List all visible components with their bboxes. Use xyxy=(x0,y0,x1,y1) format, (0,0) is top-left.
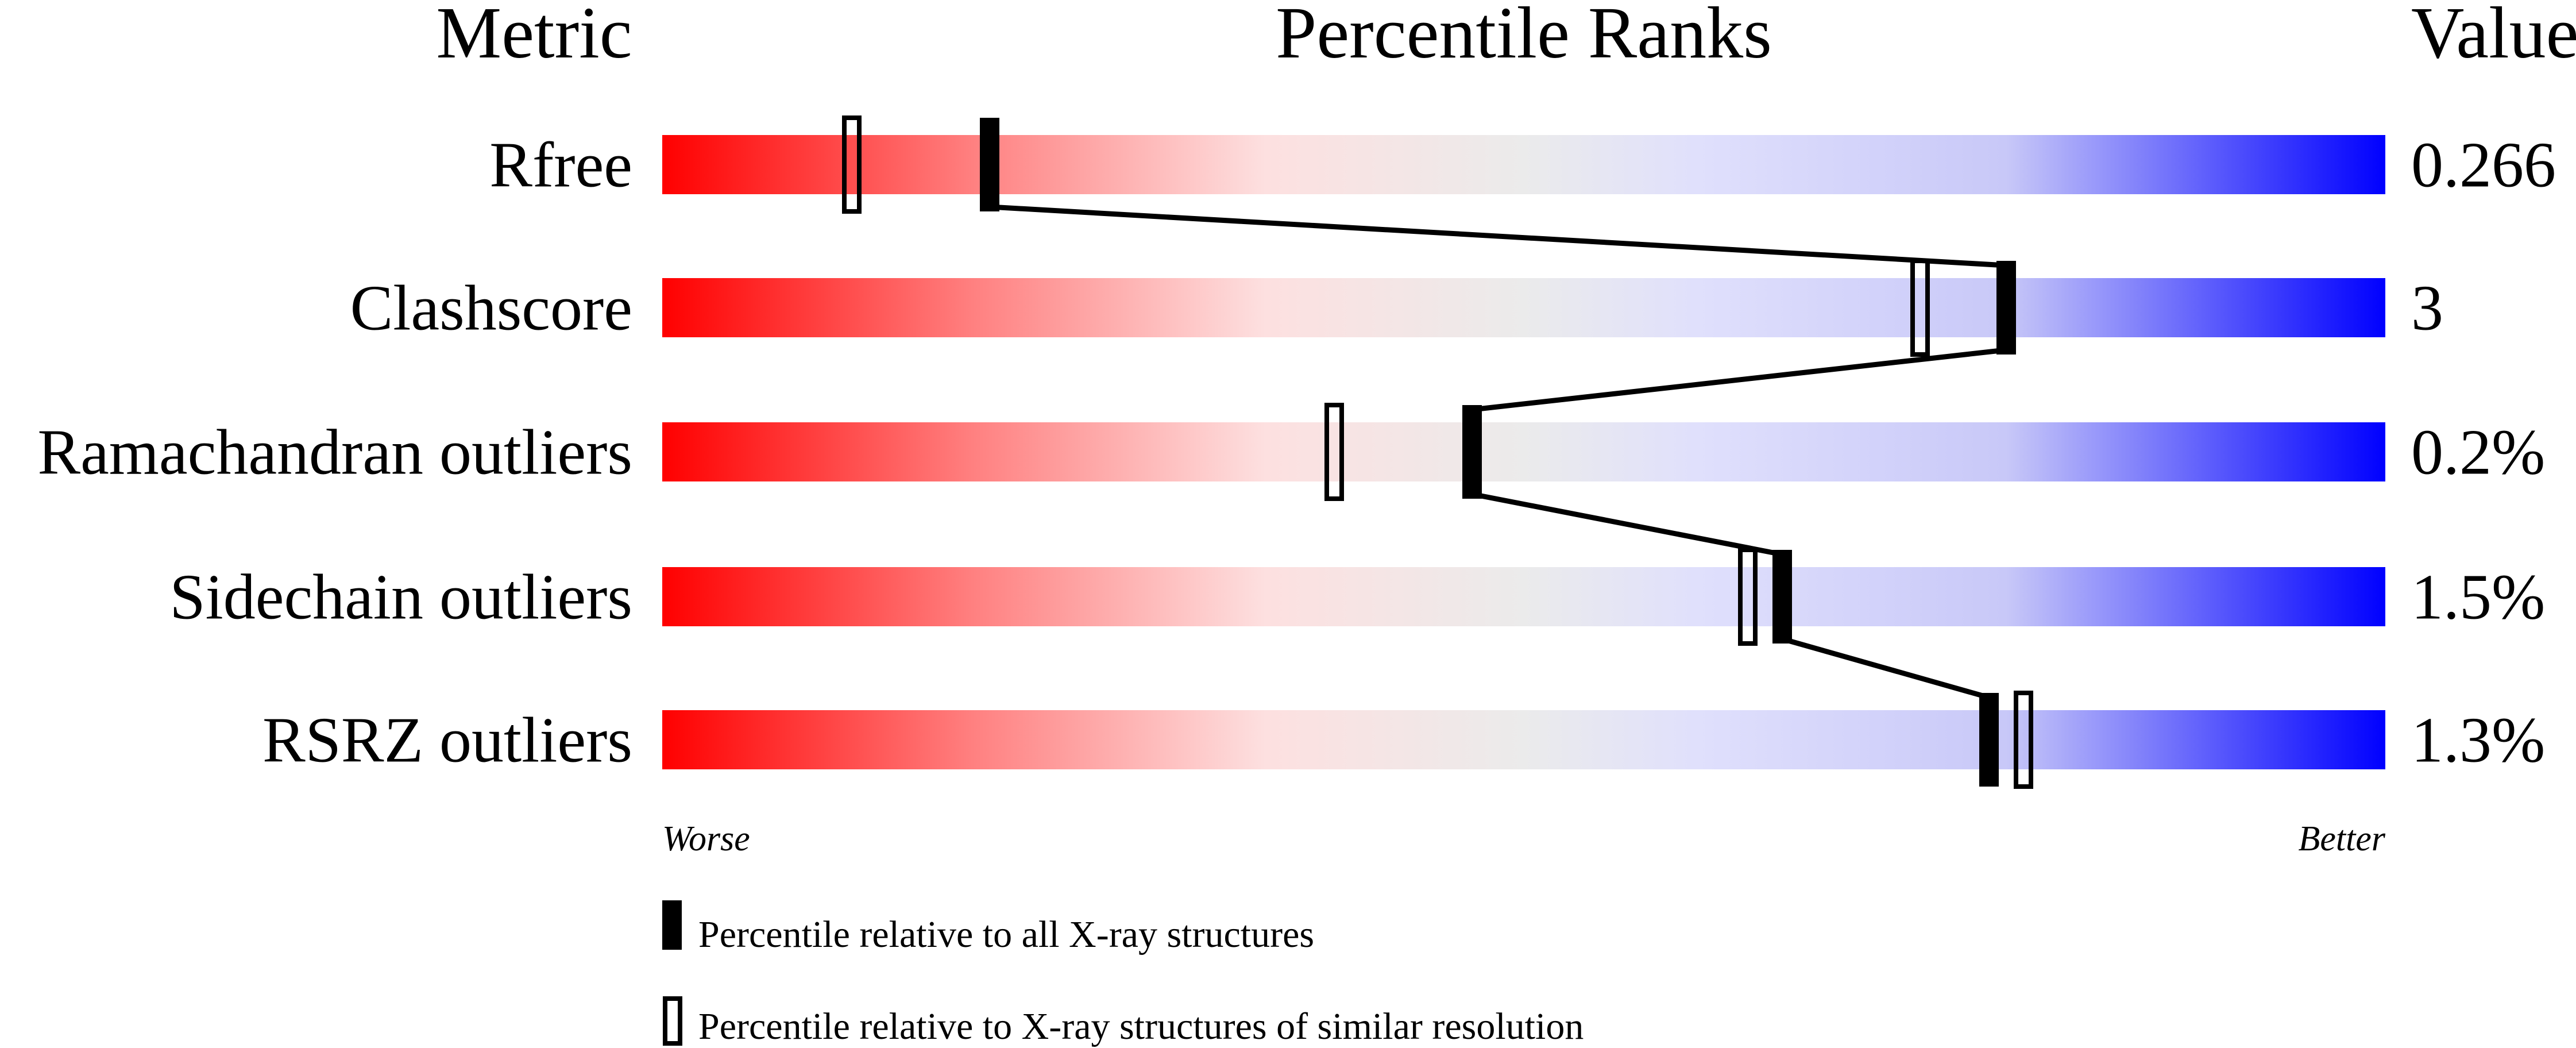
metric-label: Clashscore xyxy=(350,273,632,344)
header-percentile-ranks: Percentile Ranks xyxy=(1276,0,1772,74)
metric-row: RSRZ outliers 1.3% xyxy=(262,691,2545,789)
metric-label: Sidechain outliers xyxy=(169,562,632,633)
metric-label: Ramachandran outliers xyxy=(37,417,632,488)
marker-similar-resolution xyxy=(842,115,862,214)
connector-line xyxy=(1781,636,1990,700)
marker-similar-resolution xyxy=(2014,691,2033,789)
percentile-bar xyxy=(662,278,2385,337)
marker-all-structures xyxy=(1996,261,2016,355)
metric-value: 1.5% xyxy=(2411,562,2545,633)
legend-filled-marker-icon xyxy=(662,900,682,950)
legend-open-marker-icon xyxy=(663,996,682,1046)
connector-line xyxy=(1472,491,1783,557)
marker-all-structures xyxy=(1772,550,1792,644)
marker-all-structures xyxy=(1979,693,1999,787)
percentile-bar xyxy=(662,422,2385,481)
metric-row: Rfree 0.266 xyxy=(489,115,2556,214)
marker-similar-resolution xyxy=(1324,403,1344,501)
better-label: Better xyxy=(2299,819,2386,858)
metric-row: Ramachandran outliers 0.2% xyxy=(37,403,2545,501)
metric-row: Clashscore 3 xyxy=(350,259,2443,357)
metric-label: Rfree xyxy=(489,130,632,201)
metric-value: 0.266 xyxy=(2411,130,2556,201)
metric-value: 3 xyxy=(2411,273,2443,344)
worse-label: Worse xyxy=(662,819,750,858)
marker-all-structures xyxy=(1462,405,1482,499)
metric-value: 1.3% xyxy=(2411,705,2545,776)
header-metric: Metric xyxy=(436,0,632,74)
connector-line xyxy=(1472,347,2007,413)
metric-label: RSRZ outliers xyxy=(262,705,632,776)
connector-line xyxy=(989,204,2007,268)
percentile-bar xyxy=(662,710,2385,769)
header-value: Value xyxy=(2411,0,2576,74)
marker-all-structures xyxy=(980,118,999,211)
metric-row: Sidechain outliers 1.5% xyxy=(169,548,2545,646)
legend-open-label: Percentile relative to X-ray structures … xyxy=(698,1005,1584,1047)
percentile-bar xyxy=(662,135,2385,194)
legend-filled-label: Percentile relative to all X-ray structu… xyxy=(698,914,1314,955)
metric-value: 0.2% xyxy=(2411,417,2545,488)
percentile-bar xyxy=(662,567,2385,626)
